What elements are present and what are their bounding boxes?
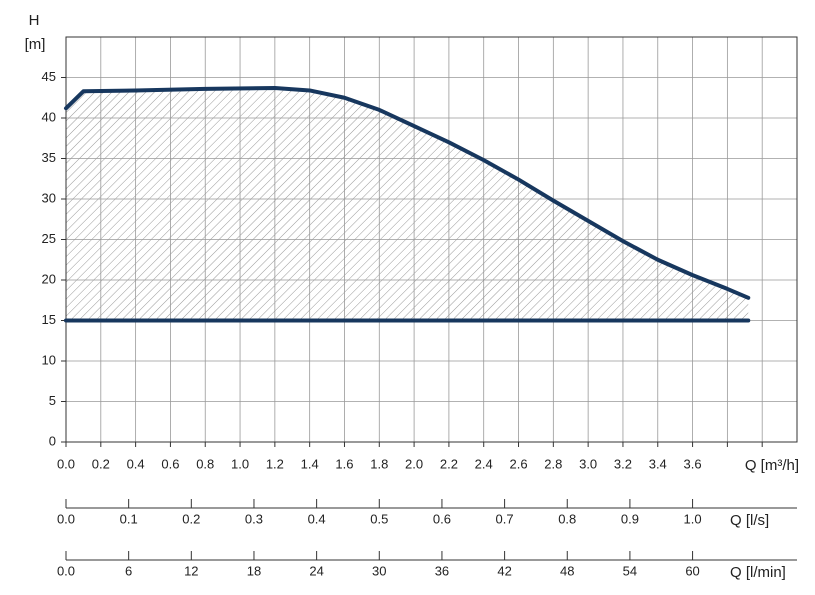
- y-unit: [m]: [25, 36, 46, 53]
- secondary-tick-label: 6: [125, 563, 132, 578]
- y-tick-label: 20: [42, 271, 56, 286]
- y-tick-label: 15: [42, 312, 56, 327]
- x-tick-label: 0.8: [196, 456, 214, 471]
- secondary-tick-label: 1.0: [684, 511, 702, 526]
- secondary-tick-label: 54: [623, 563, 637, 578]
- x-tick-label: 1.6: [335, 456, 353, 471]
- x-tick-label: 2.6: [509, 456, 527, 471]
- y-tick-label: 5: [49, 393, 56, 408]
- curve: [64, 86, 751, 300]
- x-tick-label: 0.0: [57, 456, 75, 471]
- secondary-tick-label: 0.5: [370, 511, 388, 526]
- secondary-tick-label: 0.6: [433, 511, 451, 526]
- x-tick-label: 3.4: [649, 456, 667, 471]
- y-tick-label: 40: [42, 109, 56, 124]
- x-tick-label: 2.2: [440, 456, 458, 471]
- x-tick-label: 1.2: [266, 456, 284, 471]
- secondary-tick-label: 0.8: [558, 511, 576, 526]
- secondary-tick-label: 0.0: [57, 563, 75, 578]
- secondary-tick-label: 18: [247, 563, 261, 578]
- x-tick-label: 2.0: [405, 456, 423, 471]
- x-tick-label: 2.4: [475, 456, 493, 471]
- secondary-tick-label: 0.7: [496, 511, 514, 526]
- secondary-tick-label: 24: [309, 563, 323, 578]
- secondary-tick-label: 48: [560, 563, 574, 578]
- secondary-tick-label: 0.3: [245, 511, 263, 526]
- x-tick-label: 1.0: [231, 456, 249, 471]
- secondary-tick-label: 60: [685, 563, 699, 578]
- secondary-tick-label: 12: [184, 563, 198, 578]
- y-label: H: [29, 12, 40, 29]
- x-tick-label: 2.8: [544, 456, 562, 471]
- x-tick-label: 1.8: [370, 456, 388, 471]
- x-tick-label: 0.4: [127, 456, 145, 471]
- secondary-axis-label: Q [l/min]: [730, 564, 786, 581]
- x-label: Q [m³/h]: [745, 457, 799, 474]
- y-tick-label: 10: [42, 352, 56, 367]
- x-tick-label: 3.0: [579, 456, 597, 471]
- secondary-tick-label: 0.0: [57, 511, 75, 526]
- secondary-tick-label: 0.1: [120, 511, 138, 526]
- x-tick-label: 3.6: [684, 456, 702, 471]
- plot-frame: [65, 36, 798, 443]
- secondary-tick-label: 0.9: [621, 511, 639, 526]
- secondary-tick-label: 0.4: [308, 511, 326, 526]
- y-tick-label: 0: [49, 433, 56, 448]
- x-tick-label: 1.4: [301, 456, 319, 471]
- x-tick-label: 0.2: [92, 456, 110, 471]
- secondary-tick-label: 36: [435, 563, 449, 578]
- y-tick-label: 30: [42, 190, 56, 205]
- y-tick-label: 25: [42, 231, 56, 246]
- operating-area: [66, 88, 749, 321]
- y-tick-label: 45: [42, 69, 56, 84]
- x-tick-label: 3.2: [614, 456, 632, 471]
- secondary-tick-label: 30: [372, 563, 386, 578]
- secondary-tick-label: 42: [497, 563, 511, 578]
- x-tick-label: 0.6: [161, 456, 179, 471]
- secondary-tick-label: 0.2: [182, 511, 200, 526]
- y-tick-label: 35: [42, 150, 56, 165]
- secondary-axis-label: Q [l/s]: [730, 512, 769, 529]
